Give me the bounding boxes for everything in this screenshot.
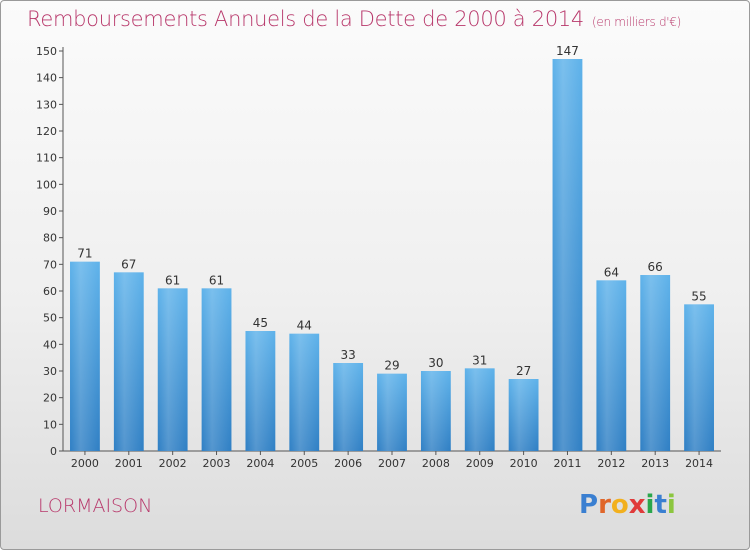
chart-title-text: Remboursements Annuels de la Dette de 20… [27,7,584,31]
bar-highlight [684,304,714,451]
bar-value-label: 67 [121,257,136,271]
bar-value-label: 33 [340,348,355,362]
x-tick-label: 2002 [159,457,187,470]
x-tick-label: 2008 [422,457,450,470]
bar-value-label: 61 [209,273,224,287]
y-tick-label: 30 [43,365,57,378]
y-tick-label: 150 [36,45,57,58]
x-tick-label: 2009 [466,457,494,470]
proxiti-logo: Proxiti [579,490,676,520]
bar-value-label: 61 [165,273,180,287]
x-tick-label: 2011 [553,457,581,470]
chart-title: Remboursements Annuels de la Dette de 20… [27,7,681,31]
x-tick-label: 2010 [510,457,538,470]
chart-bars [70,59,714,451]
bar-highlight [113,272,144,451]
bar-highlight [245,331,276,451]
y-tick-label: 0 [50,445,57,458]
y-tick-label: 70 [43,258,57,271]
logo-letter: r [598,490,611,520]
bar-highlight [289,333,320,451]
bar-value-label: 29 [384,359,399,373]
x-tick-label: 2014 [685,457,713,470]
bar-value-label: 31 [472,353,487,367]
bar-value-label: 71 [77,247,92,261]
bar-highlight [157,288,188,451]
town-name: LORMAISON [38,495,153,517]
bar-value-label: 27 [516,364,531,378]
y-tick-label: 50 [43,312,57,325]
x-tick-label: 2003 [203,457,231,470]
bar-value-label: 66 [648,260,663,274]
bar-highlight [552,59,583,451]
chart-axes: 0 10 20 30 40 50 60 70 80 90 100 110 120 130 140 150 200… [36,45,721,470]
x-tick-label: 2001 [115,457,143,470]
y-tick-label: 60 [43,285,57,298]
y-tick-label: 120 [36,125,57,138]
bar-value-label: 64 [604,265,619,279]
logo-letter: t [654,490,667,520]
y-tick-label: 90 [43,205,57,218]
bar-highlight [596,280,627,451]
y-tick-label: 130 [36,98,57,111]
y-tick-label: 110 [36,152,57,165]
x-tick-label: 2007 [378,457,406,470]
bar-highlight [70,261,100,451]
y-tick-label: 40 [43,338,57,351]
x-tick-label: 2000 [71,457,99,470]
bar-highlight [464,368,495,451]
bar-value-label: 45 [253,316,268,330]
chart-subtitle: (en milliers d'€) [592,15,682,29]
x-tick-label: 2006 [334,457,362,470]
logo-letter: i [666,490,676,520]
x-tick-label: 2013 [641,457,669,470]
logo-letter: P [579,490,599,520]
x-tick-label: 2004 [246,457,274,470]
y-tick-label: 20 [43,392,57,405]
logo-letter: x [628,490,646,520]
bar-value-label: 44 [297,319,312,333]
bar-highlight [508,379,539,451]
y-tick-label: 10 [43,418,57,431]
y-tick-label: 100 [36,178,57,191]
chart-value-labels: 71 67 61 61 45 44 33 29 30 31 27 147 64 66 55 [77,44,706,378]
bar-value-label: 55 [691,289,706,303]
x-tick-label: 2012 [597,457,625,470]
x-tick-label: 2005 [290,457,318,470]
bar-value-label: 30 [428,356,443,370]
bar-highlight [377,373,407,451]
bar-value-label: 147 [556,44,579,58]
y-tick-label: 140 [36,72,57,85]
bar-highlight [333,363,364,451]
logo-letter: i [645,490,655,520]
logo-letter: o [610,490,629,520]
bar-highlight [420,371,451,451]
bar-highlight [640,275,671,451]
y-tick-label: 80 [43,232,57,245]
bar-highlight [201,288,232,451]
